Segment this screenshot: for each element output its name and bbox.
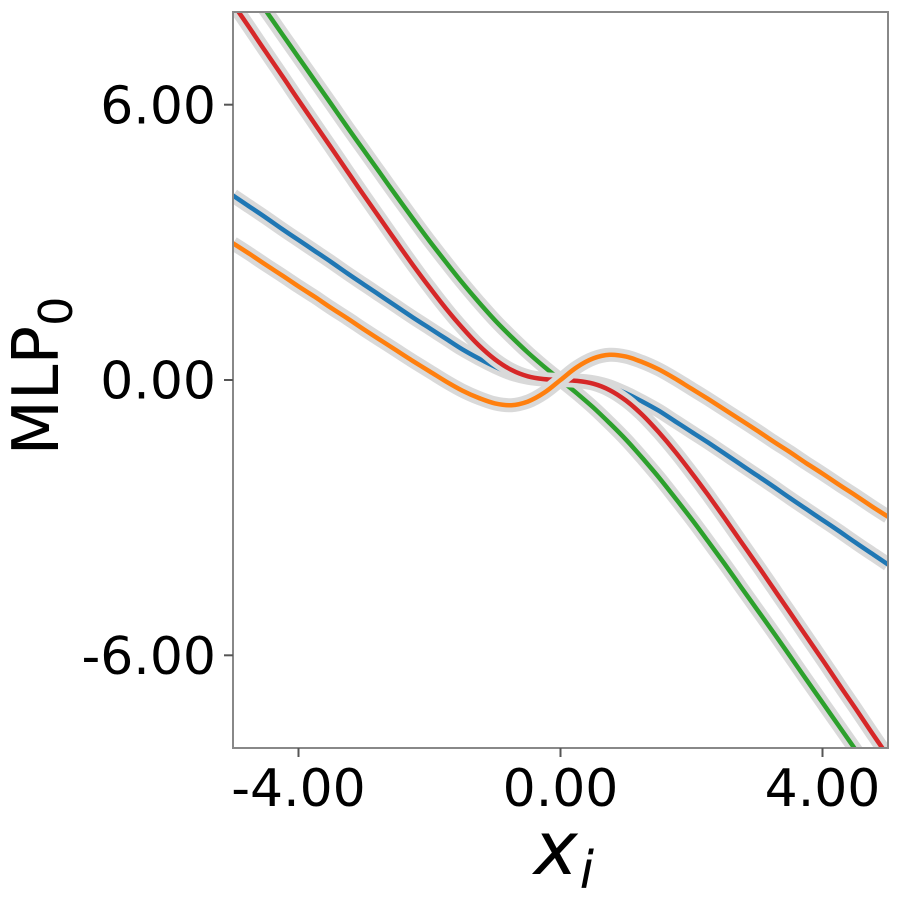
- green-curve-halo: [258, 12, 863, 748]
- curves-layer: [233, 12, 888, 748]
- orange-curve: [233, 241, 888, 519]
- y-axis-ticks: 6.00 0.00 -6.00: [81, 76, 233, 687]
- x-tick-label: 4.00: [765, 759, 881, 819]
- x-axis-label: xi: [532, 806, 595, 900]
- x-axis-label-text: x: [532, 806, 579, 892]
- x-axis-ticks: -4.00 0.00 4.00: [231, 748, 880, 819]
- y-tick-label: -6.00: [81, 627, 216, 687]
- y-axis-label-text: MLP: [0, 326, 74, 455]
- y-axis-label: MLP0: [0, 297, 83, 456]
- x-tick-label: -4.00: [231, 759, 366, 819]
- y-axis-label-subscript: 0: [29, 297, 83, 326]
- y-tick-label: 0.00: [100, 352, 216, 412]
- x-tick-label: 0.00: [503, 759, 619, 819]
- x-axis-label-subscript: i: [580, 841, 595, 900]
- green-curve: [264, 12, 858, 748]
- y-tick-label: 6.00: [100, 76, 216, 136]
